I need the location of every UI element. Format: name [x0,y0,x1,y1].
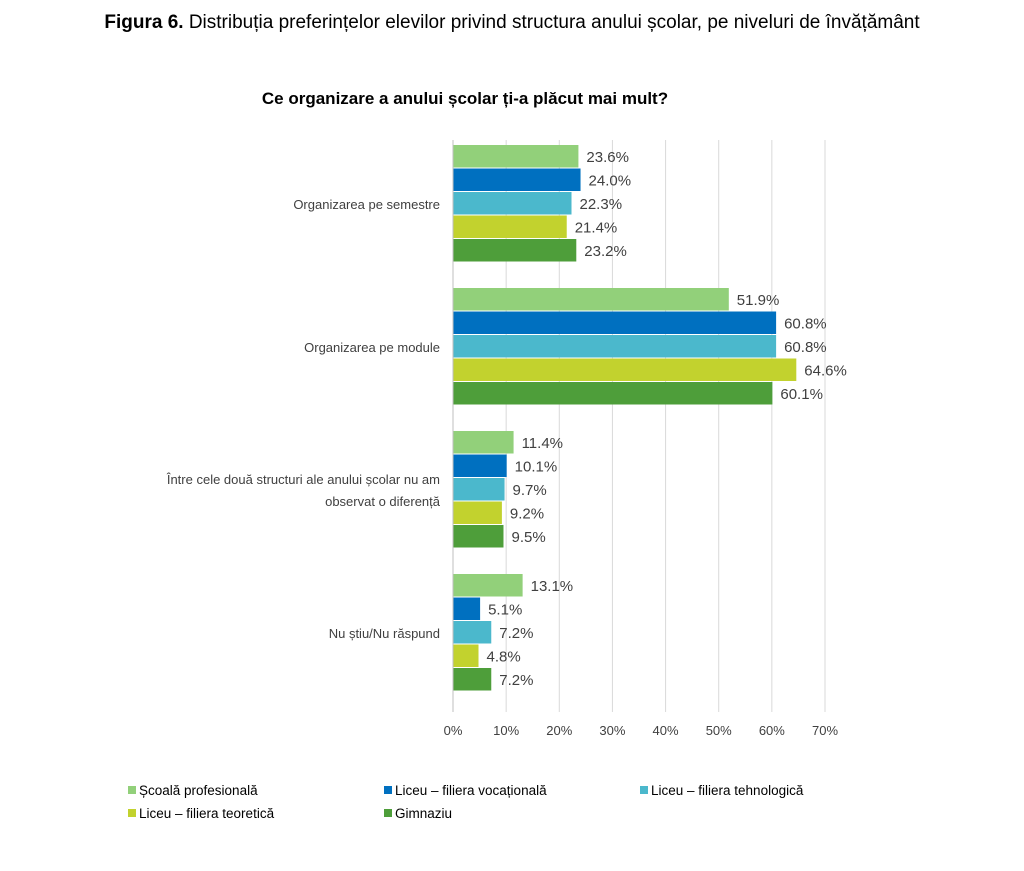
data-label: 60.8% [784,315,827,332]
bar [453,478,505,501]
figure-label: Figura 6. [104,12,184,33]
category-label: Între cele două structuri ale anului șco… [166,472,440,487]
bar [453,358,797,381]
bar [453,525,504,548]
data-label: 4.8% [487,648,521,665]
data-label: 9.2% [510,505,544,522]
legend-label: Liceu – filiera tehnologică [651,783,804,798]
figure-caption: Figura 6. Distribuția preferințelor elev… [0,12,1024,34]
bar [453,668,492,691]
legend-swatch [384,809,392,817]
bar [453,382,773,405]
bar [453,215,567,238]
bar [453,192,572,215]
category-label: observat o diferență [325,494,441,509]
data-label: 51.9% [737,292,780,309]
legend-swatch [128,809,136,817]
data-label: 60.8% [784,339,827,356]
category-label: Nu știu/Nu răspund [329,626,440,641]
bar [453,454,507,477]
bar [453,335,777,358]
data-label: 60.1% [780,386,823,403]
bar [453,431,514,454]
bar [453,501,502,524]
data-label: 23.2% [584,243,627,260]
legend-label: Gimnaziu [395,806,452,821]
x-tick-label: 50% [706,723,732,738]
legend-label: Liceu – filiera teoretică [139,806,275,821]
bar [453,239,577,262]
bar [453,168,581,191]
x-tick-label: 70% [812,723,838,738]
bar [453,644,479,667]
data-label: 7.2% [499,672,533,689]
x-tick-label: 30% [599,723,625,738]
bar [453,288,729,311]
category-label: Organizarea pe module [304,340,440,355]
figure-caption-text: Distribuția preferințelor elevilor privi… [188,12,920,33]
x-tick-label: 40% [653,723,679,738]
data-label: 9.7% [513,482,547,499]
legend-swatch [384,786,392,794]
data-label: 23.6% [586,149,629,166]
x-tick-label: 20% [546,723,572,738]
data-label: 5.1% [488,601,522,618]
legend-swatch [640,786,648,794]
data-label: 64.6% [804,362,847,379]
legend-label: Liceu – filiera vocațională [395,783,547,798]
x-tick-label: 60% [759,723,785,738]
x-tick-label: 0% [444,723,463,738]
bar [453,597,481,620]
data-label: 24.0% [589,172,632,189]
data-label: 21.4% [575,219,618,236]
data-label: 11.4% [522,435,563,452]
data-label: 9.5% [511,529,545,546]
data-label: 10.1% [515,458,558,475]
bar [453,145,579,168]
legend-label: Școală profesională [139,783,258,798]
bar [453,574,523,597]
bar [453,311,777,334]
data-label: 7.2% [499,625,533,642]
data-label: 22.3% [580,196,623,213]
bar [453,621,492,644]
category-label: Organizarea pe semestre [293,197,440,212]
legend-swatch [128,786,136,794]
x-tick-label: 10% [493,723,519,738]
chart-title: Ce organizare a anului școlar ți-a plăcu… [262,89,668,108]
data-label: 13.1% [531,578,574,595]
